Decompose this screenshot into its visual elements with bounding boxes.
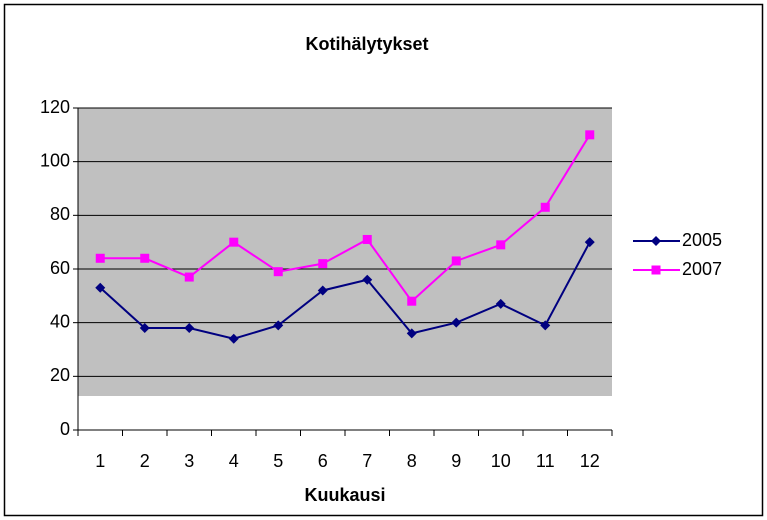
y-tick-label: 80 [50, 204, 70, 224]
y-tick-label: 120 [40, 97, 70, 117]
data-point [317, 285, 328, 296]
data-point [95, 253, 105, 263]
x-tick-label: 5 [273, 451, 283, 471]
data-point [451, 256, 461, 266]
data-point [584, 237, 595, 248]
data-point [540, 202, 550, 212]
data-point [184, 272, 194, 282]
series-line [100, 134, 591, 303]
x-tick-label: 4 [229, 451, 239, 471]
data-point [273, 267, 283, 277]
x-tick-label: 11 [536, 451, 555, 471]
x-tick-label: 1 [95, 451, 105, 471]
data-point [318, 259, 328, 269]
legend-marker [651, 236, 661, 246]
data-point [406, 328, 417, 339]
series-line [99, 241, 591, 340]
data-point [495, 298, 506, 309]
data-point [585, 130, 595, 140]
data-point [140, 253, 150, 263]
data-point [229, 237, 239, 247]
data-point [228, 333, 239, 344]
data-point [184, 323, 195, 334]
data-point [273, 320, 284, 331]
y-tick-label: 0 [60, 419, 70, 439]
x-tick-label: 9 [451, 451, 461, 471]
chart-title: Kotihälytykset [305, 34, 428, 54]
data-point [407, 296, 417, 306]
legend-marker [651, 265, 661, 275]
y-tick-label: 60 [50, 258, 70, 278]
data-point [451, 317, 462, 328]
data-point [540, 320, 551, 331]
y-tick-label: 40 [50, 311, 70, 331]
x-tick-label: 3 [184, 451, 194, 471]
x-tick-label: 2 [140, 451, 150, 471]
y-tick-label: 20 [50, 365, 70, 385]
x-tick-label: 6 [318, 451, 328, 471]
x-tick-label: 12 [580, 451, 600, 471]
legend-label: 2005 [682, 230, 722, 250]
data-point [362, 274, 373, 285]
x-tick-label: 8 [407, 451, 417, 471]
x-tick-label: 7 [362, 451, 372, 471]
x-tick-label: 10 [491, 451, 511, 471]
legend-label: 2007 [682, 259, 722, 279]
y-tick-label: 100 [40, 150, 70, 170]
data-point [139, 323, 150, 334]
x-axis-label: Kuukausi [304, 485, 385, 505]
data-point [95, 282, 106, 293]
data-point [362, 234, 372, 244]
data-point [496, 240, 506, 250]
